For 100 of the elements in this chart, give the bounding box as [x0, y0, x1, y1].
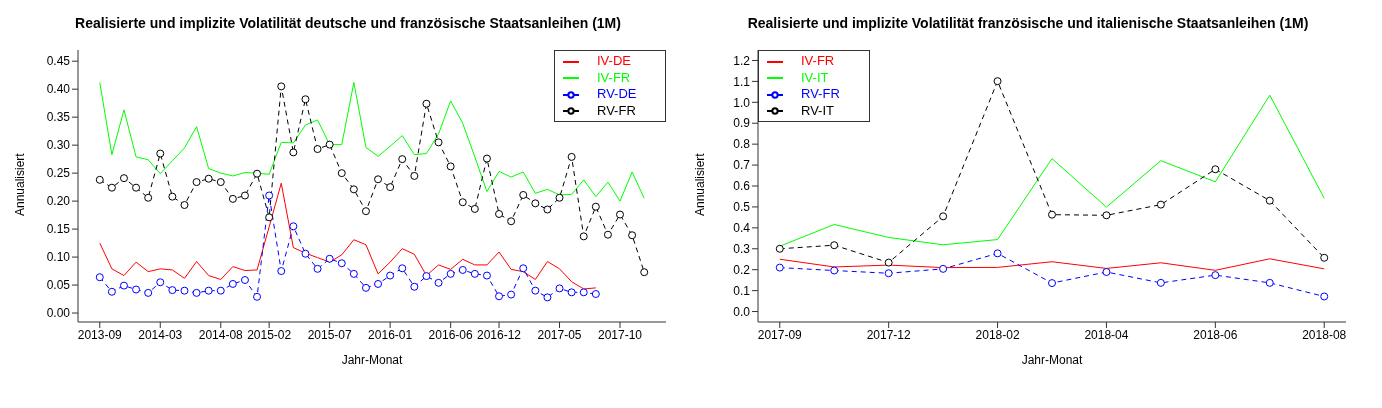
point	[507, 290, 516, 299]
point	[253, 169, 262, 178]
point	[216, 286, 225, 295]
point	[361, 283, 370, 292]
chart-title: Realisierte und implizite Volatilität deutsche und französische Staatsanleihen (1M)	[74, 14, 622, 33]
y-tick-label: 0.15	[46, 222, 71, 237]
point	[458, 265, 467, 274]
point	[361, 207, 370, 216]
y-tick-label: 0.05	[46, 278, 71, 293]
point	[1102, 267, 1111, 276]
x-tick-label: 2018-06	[1193, 327, 1238, 342]
x-tick-label: 2014-03	[138, 327, 183, 342]
point	[95, 273, 104, 282]
legend-label: IV-IT	[801, 69, 830, 85]
y-tick-label: 0.10	[46, 250, 71, 265]
legend-label: IV-FR	[801, 53, 836, 68]
point	[1102, 211, 1111, 220]
point	[591, 290, 600, 299]
point	[374, 279, 383, 288]
y-tick-label: 0.8	[733, 137, 751, 152]
point	[265, 213, 274, 222]
point	[939, 264, 948, 273]
point	[519, 264, 528, 273]
y-tick-label: 1.2	[733, 53, 751, 68]
x-axis-title: Jahr-Monat	[1021, 353, 1084, 367]
y-tick-label: 0.20	[46, 194, 71, 209]
line-series	[99, 81, 645, 202]
point	[107, 287, 116, 296]
point	[775, 263, 784, 272]
x-tick-label: 2014-08	[198, 327, 244, 342]
point	[119, 281, 128, 290]
chart-title: Realisierte und implizite Volatilität französische und italienische Staatsanleihen (1M)	[746, 14, 1310, 33]
y-tick-label: 0.35	[46, 110, 71, 125]
point	[1048, 279, 1056, 288]
point	[434, 278, 443, 287]
point	[579, 232, 588, 241]
point	[168, 192, 177, 201]
x-tick-label: 2018-08	[1302, 327, 1347, 342]
point	[1156, 278, 1165, 287]
point	[192, 288, 201, 297]
x-tick-label: 2017-05	[537, 327, 582, 342]
point	[337, 169, 346, 178]
legend-label: IV-DE	[597, 53, 632, 68]
point	[144, 193, 153, 202]
point	[519, 190, 528, 199]
point	[325, 254, 334, 263]
point	[337, 259, 346, 268]
point	[132, 183, 141, 192]
point	[1048, 210, 1056, 219]
y-axis-title: Annualisiert	[13, 152, 28, 216]
point	[1265, 196, 1274, 205]
x-axis-title: Jahr-Monat	[341, 353, 404, 367]
x-tick-label: 2018-02	[975, 327, 1020, 342]
legend-label: RV-FR	[597, 102, 637, 118]
point	[349, 269, 358, 278]
legend-label: RV-IT	[801, 102, 835, 118]
point	[277, 82, 286, 91]
point	[228, 194, 237, 203]
point	[993, 249, 1002, 258]
point	[470, 269, 479, 278]
point	[446, 269, 455, 278]
legend-label: RV-DE	[597, 86, 638, 102]
x-tick-label: 2015-02	[247, 327, 292, 342]
point	[204, 174, 213, 183]
point	[374, 175, 383, 184]
point	[458, 198, 467, 207]
point	[289, 222, 298, 231]
point	[240, 276, 249, 285]
point	[156, 278, 165, 287]
point	[507, 217, 516, 226]
point	[216, 178, 225, 187]
point	[531, 286, 540, 295]
point	[555, 284, 564, 293]
point	[398, 264, 407, 273]
y-tick-label: 0.9	[733, 116, 751, 131]
point	[628, 231, 637, 240]
point	[422, 272, 431, 281]
point	[579, 288, 588, 297]
point	[398, 155, 407, 164]
point	[386, 271, 395, 280]
point	[555, 193, 564, 202]
y-tick-label: 0.00	[46, 306, 71, 321]
point	[313, 145, 322, 154]
point	[410, 171, 419, 180]
x-tick-label: 2017-12	[866, 327, 912, 342]
point	[543, 205, 552, 214]
point	[144, 288, 153, 297]
point	[253, 292, 262, 301]
point	[470, 204, 479, 213]
x-tick-label: 2016-12	[477, 327, 522, 342]
point	[939, 212, 948, 221]
point	[482, 154, 491, 163]
point	[180, 201, 189, 210]
point	[1211, 271, 1220, 280]
point	[313, 264, 322, 273]
x-tick-label: 2017-09	[757, 327, 803, 342]
point	[531, 199, 540, 208]
point	[119, 174, 128, 183]
point	[289, 148, 298, 157]
point	[775, 244, 784, 253]
